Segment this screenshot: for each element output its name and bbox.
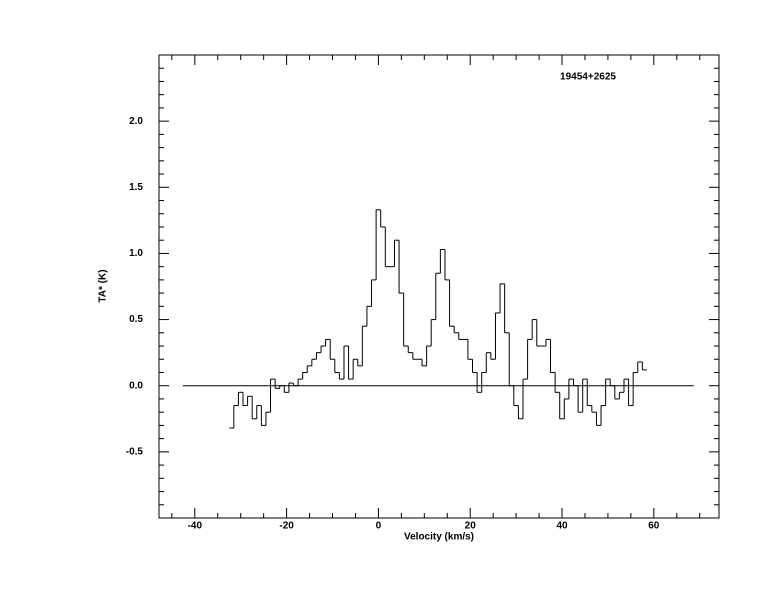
x-tick-label: 60 — [648, 521, 660, 532]
y-tick-label: 2.0 — [129, 116, 143, 127]
y-tick-label: 1.0 — [129, 248, 143, 259]
y-tick-label: -0.5 — [126, 446, 144, 457]
y-axis-label: TA* (K) — [98, 269, 109, 302]
y-tick-label: 1.5 — [129, 182, 143, 193]
x-axis-label: Velocity (km/s) — [404, 532, 474, 543]
y-tick-label: 0.5 — [129, 314, 143, 325]
x-tick-label: 20 — [465, 521, 477, 532]
x-tick-label: -20 — [279, 521, 294, 532]
y-tick-label: 0.0 — [129, 380, 143, 391]
plot-frame — [158, 54, 720, 519]
annotation: 19454+2625 — [560, 72, 616, 83]
x-tick-label: -40 — [188, 521, 203, 532]
x-tick-label: 40 — [556, 521, 568, 532]
x-tick-label: 0 — [376, 521, 382, 532]
